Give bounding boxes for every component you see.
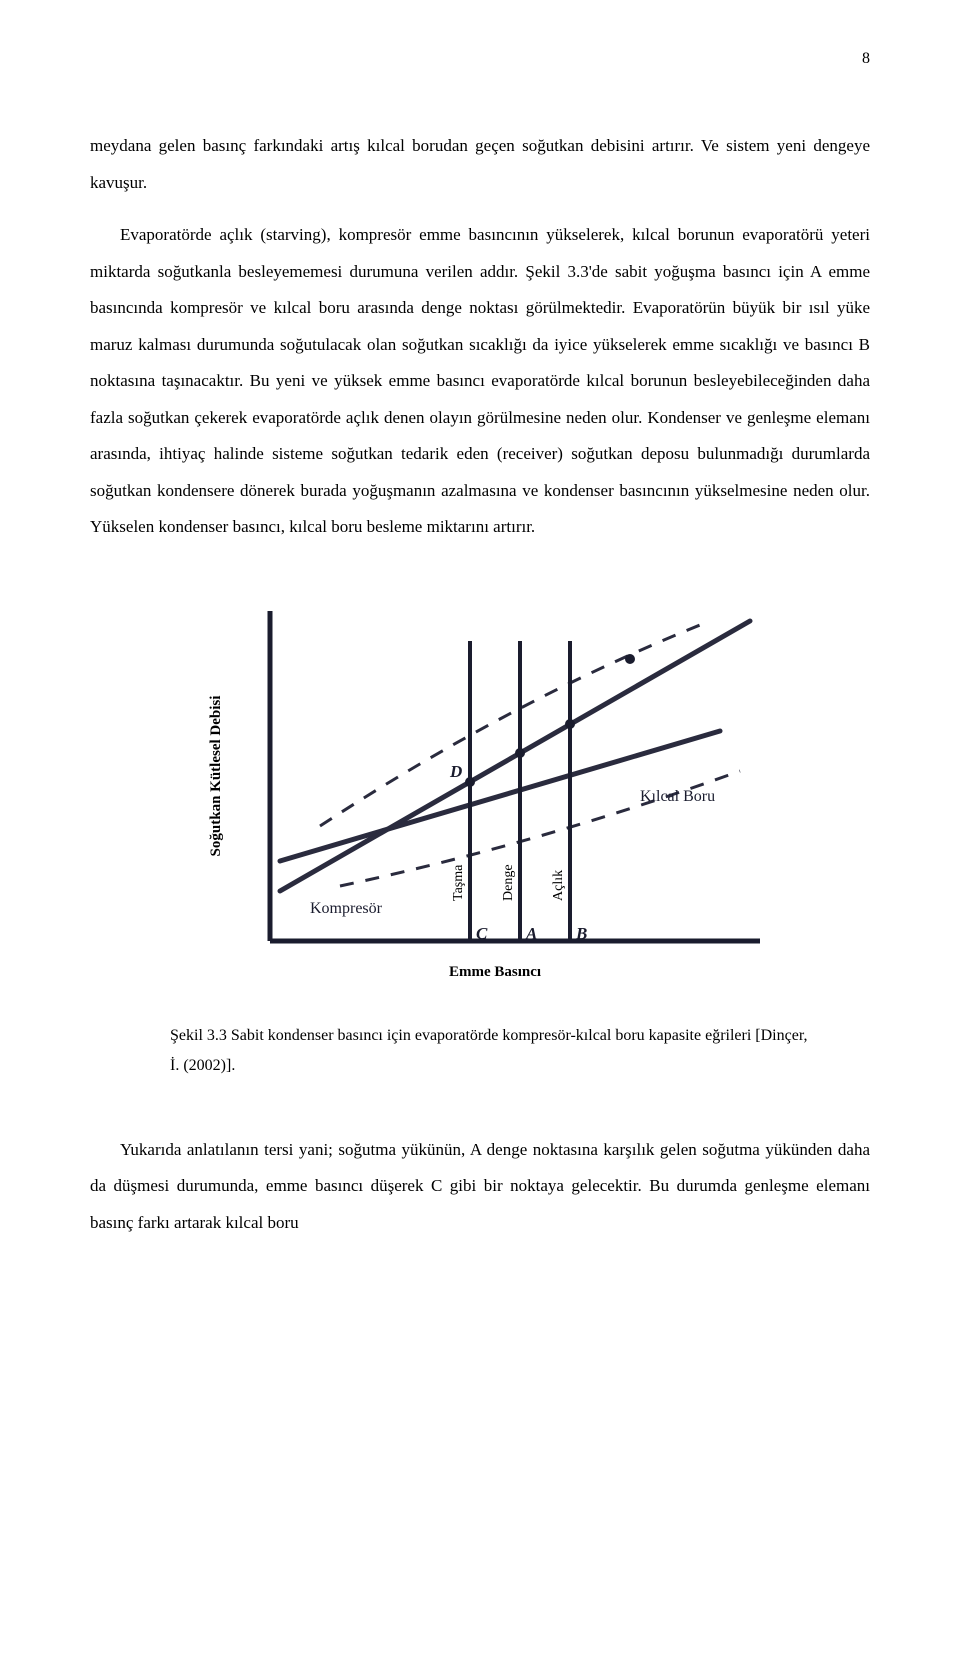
compressor-capillary-chart: C A B D Kompresör Kılcal Boru Taşma Denge Açlık S… (190, 601, 770, 1001)
svg-text:Kompresör: Kompresör (310, 900, 383, 917)
paragraph-3: Yukarıda anlatılanın tersi yani; soğutma… (90, 1132, 870, 1242)
svg-text:A: A (525, 924, 537, 943)
figure-3-3: C A B D Kompresör Kılcal Boru Taşma Denge Açlık S… (190, 601, 770, 1001)
svg-text:Taşma: Taşma (451, 864, 466, 901)
page-number: 8 (90, 50, 870, 68)
svg-text:C: C (476, 924, 488, 943)
svg-text:Açlık: Açlık (551, 870, 566, 901)
svg-text:Emme Basıncı: Emme Basıncı (449, 964, 541, 980)
svg-text:B: B (575, 924, 587, 943)
paragraph-2: Evaporatörde açlık (starving), kompresör… (90, 217, 870, 546)
paragraph-1: meydana gelen basınç farkındaki artış kı… (90, 128, 870, 201)
figure-caption: Şekil 3.3 Sabit kondenser basıncı için e… (170, 1021, 820, 1082)
svg-text:Kılcal Boru: Kılcal Boru (640, 788, 715, 805)
svg-text:Soğutkan Kütlesel Debisi: Soğutkan Kütlesel Debisi (208, 696, 224, 857)
svg-text:Denge: Denge (501, 864, 516, 901)
svg-text:D: D (449, 762, 462, 781)
